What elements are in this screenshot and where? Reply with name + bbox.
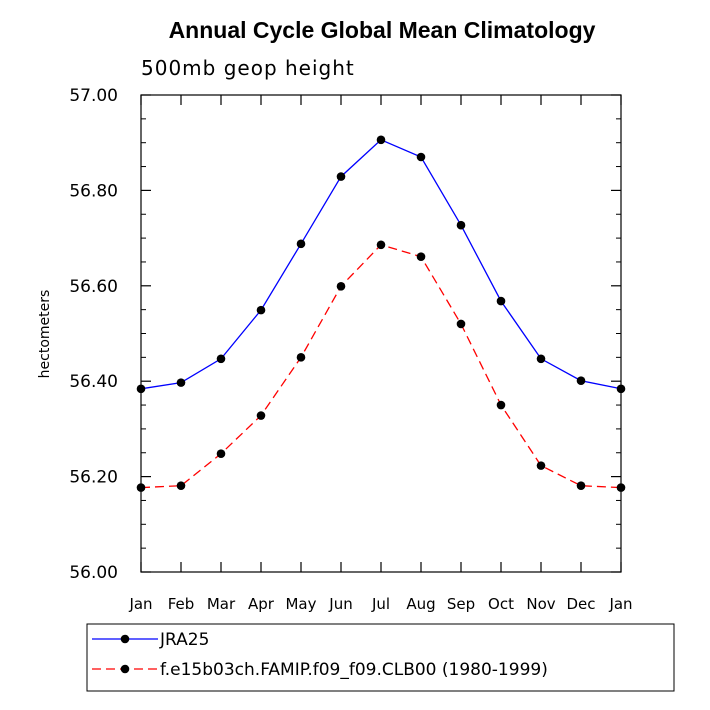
data-point [616,384,626,394]
legend-marker [120,664,130,674]
legend-label-2: f.e15b03ch.FAMIP.f09_f09.CLB00 (1980-199… [160,660,548,680]
y-axis-label: hectometers [37,290,53,379]
x-tick-label: Jan [608,595,632,613]
plot-axes: 56.00 56.20 56.40 56.60 56.80 57.00 Jan Feb Mar A… [69,86,632,613]
data-point [536,354,546,364]
x-tick-label: Jul [371,595,390,613]
data-point [296,239,306,249]
y-tick-label: 56.00 [69,563,118,583]
x-tick-label: Dec [566,595,595,613]
legend-box [86,623,675,692]
data-point [176,481,186,490]
y-tick-label: 56.60 [69,277,118,297]
series-line-1 [140,139,622,390]
data-point [336,281,346,291]
x-tick-label: May [285,595,316,613]
y-tick-label: 56.20 [69,468,118,488]
data-point [536,461,546,470]
data-point [496,296,506,306]
legend: JRA25 f.e15b03ch.FAMIP.f09_f09.CLB00 (198… [86,623,675,692]
data-point [176,378,186,387]
legend-marker [120,634,130,644]
data-point [376,240,386,250]
data-point [616,483,626,492]
data-point [136,384,146,394]
x-tick-label: Feb [168,595,195,613]
data-point [256,411,266,420]
series-line-2 [140,244,622,489]
data-point [216,354,226,364]
data-point [456,319,466,329]
data-point [376,135,386,145]
data-point [576,481,586,490]
data-point [296,353,306,362]
legend-label-1: JRA25 [159,630,209,650]
x-tick-label: Mar [207,595,236,613]
data-point [496,400,506,410]
data-point [136,483,146,492]
chart-subtitle: 500mb geop height [141,56,355,80]
x-tick-label: Jan [128,595,152,613]
chart-title: Annual Cycle Global Mean Climatology [169,17,596,43]
data-point [416,252,426,262]
y-tick-label: 57.00 [69,86,118,106]
data-point [576,376,586,386]
data-point [256,305,266,315]
data-point [456,220,466,230]
x-tick-label: Jun [328,595,352,613]
data-point [416,152,426,162]
y-tick-label: 56.80 [69,181,118,201]
x-tick-label: Aug [406,595,435,613]
x-tick-label: Oct [488,595,514,613]
data-point [216,449,226,459]
x-tick-label: Nov [526,595,555,613]
plot-frame [140,94,622,573]
x-tick-label: Sep [447,595,475,613]
plot-series [136,135,626,492]
data-point [336,172,346,181]
x-tick-label: Apr [248,595,275,613]
y-tick-label: 56.40 [69,372,118,392]
